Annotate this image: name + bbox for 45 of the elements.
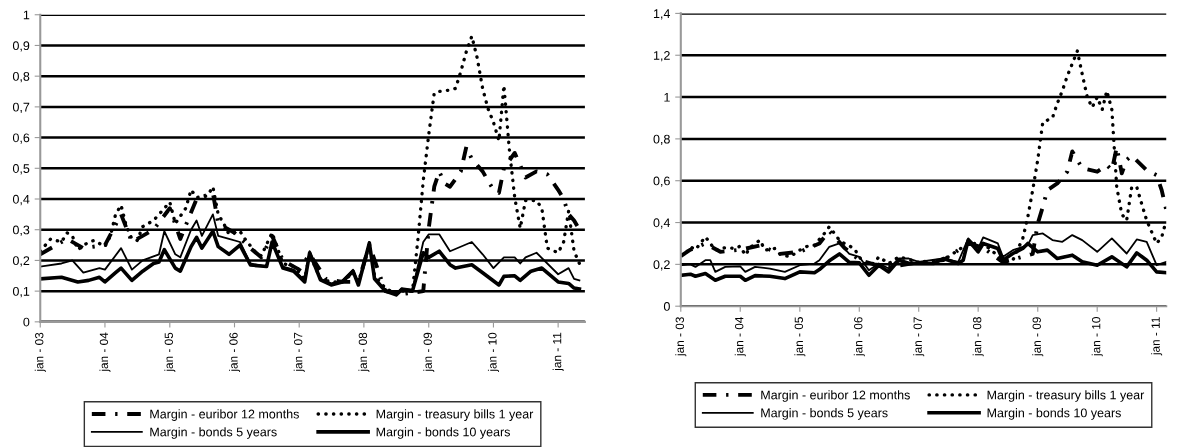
x-tick-label: jan - 03 <box>34 332 46 372</box>
y-tick-label: 0,8 <box>12 71 30 83</box>
x-tick-label: jan - 11 <box>552 332 564 372</box>
x-tick-label: jan - 10 <box>1091 317 1103 357</box>
y-tick-label: 1,2 <box>653 51 670 62</box>
y-tick-label: 0,4 <box>653 218 671 229</box>
legend-label: Margin - euribor 12 months <box>761 390 910 402</box>
legend-label: Margin - treasury bills 1 year <box>987 390 1145 402</box>
x-tick-label: jan - 07 <box>293 332 305 372</box>
legend-label: Margin - bonds 5 years <box>150 427 277 439</box>
legend-label: Margin - bonds 5 years <box>761 408 888 420</box>
x-tick-label: jan - 09 <box>1032 317 1044 357</box>
x-tick-label: jan - 08 <box>358 332 370 372</box>
legend-label: Margin - treasury bills 1 year <box>376 409 534 421</box>
y-tick-label: 0,5 <box>12 164 30 175</box>
x-tick-label: jan - 10 <box>487 332 499 372</box>
y-tick-label: 1 <box>664 92 670 102</box>
y-tick-label: 1 <box>23 10 30 20</box>
legend-label: Margin - bonds 10 years <box>376 427 510 439</box>
x-tick-label: jan - 05 <box>164 332 176 372</box>
y-tick-label: 0,1 <box>12 286 30 298</box>
x-tick-label: jan - 05 <box>794 317 806 357</box>
x-tick-label: jan - 11 <box>1151 317 1163 356</box>
y-tick-label: 0,7 <box>12 102 30 114</box>
x-tick-label: jan - 06 <box>853 317 865 357</box>
y-tick-label: 0 <box>663 302 670 311</box>
x-tick-label: jan - 07 <box>913 317 925 357</box>
y-tick-label: 0 <box>23 317 30 327</box>
y-tick-label: 1,4 <box>653 9 671 20</box>
legend-label: Margin - bonds 10 years <box>987 408 1121 420</box>
x-tick-label: jan - 09 <box>423 332 435 372</box>
x-tick-label: jan - 06 <box>229 332 241 372</box>
y-tick-label: 0,4 <box>12 194 30 206</box>
x-tick-label: jan - 08 <box>972 317 984 357</box>
x-tick-label: jan - 04 <box>734 316 746 357</box>
legend-label: Margin - euribor 12 months <box>150 409 299 421</box>
y-tick-label: 0,9 <box>12 41 30 52</box>
y-tick-label: 0,3 <box>12 225 30 236</box>
y-tick-label: 0,2 <box>653 260 670 271</box>
y-tick-label: 0,2 <box>12 256 30 267</box>
y-tick-label: 0,6 <box>653 176 670 187</box>
y-tick-label: 0,6 <box>12 133 30 144</box>
x-tick-label: jan - 03 <box>675 317 687 357</box>
y-tick-label: 0,8 <box>653 134 670 146</box>
x-tick-label: jan - 04 <box>99 332 111 372</box>
